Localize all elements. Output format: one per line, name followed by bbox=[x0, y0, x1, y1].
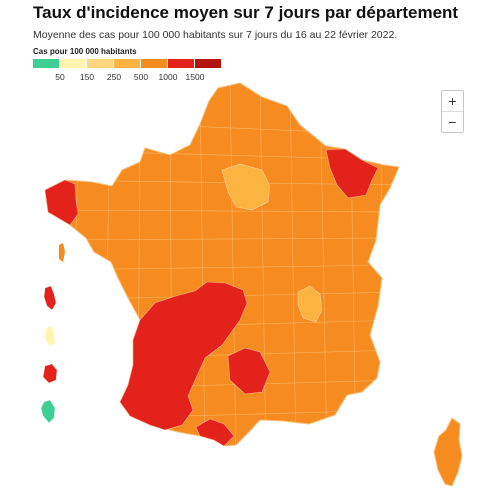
legend-swatch-4 bbox=[114, 59, 140, 68]
legend-swatch-5 bbox=[141, 59, 167, 68]
legend-swatch-2 bbox=[60, 59, 86, 68]
legend-tick-1500: 1500 bbox=[185, 72, 205, 82]
legend-title: Cas pour 100 000 habitants bbox=[33, 47, 137, 56]
legend-swatch-7 bbox=[195, 59, 221, 68]
legend-tick-50: 50 bbox=[55, 72, 65, 82]
inset-dom-2 bbox=[44, 325, 56, 347]
legend-color-scale bbox=[33, 59, 222, 68]
legend-swatch-6 bbox=[168, 59, 194, 68]
region-southwest-red bbox=[119, 281, 248, 431]
legend-ticks: 50 150 250 500 1000 1500 bbox=[33, 72, 233, 84]
zoom-out-button[interactable]: − bbox=[442, 111, 463, 132]
zoom-control: + − bbox=[441, 90, 464, 133]
inset-dom-4 bbox=[40, 399, 56, 424]
legend-tick-150: 150 bbox=[79, 72, 95, 82]
page-title: Taux d'incidence moyen sur 7 jours par d… bbox=[33, 3, 459, 22]
region-aveyron-red bbox=[227, 347, 271, 395]
region-finistere-red bbox=[44, 179, 79, 226]
legend-tick-1000: 1000 bbox=[158, 72, 178, 82]
legend-tick-250: 250 bbox=[106, 72, 122, 82]
legend-swatch-3 bbox=[87, 59, 113, 68]
legend-swatch-1 bbox=[33, 59, 59, 68]
corsica bbox=[433, 417, 463, 487]
inset-dom-1 bbox=[43, 285, 57, 311]
inset-dom-5 bbox=[59, 243, 65, 262]
region-pyrenees-red bbox=[195, 418, 235, 447]
legend-tick-500: 500 bbox=[133, 72, 149, 82]
zoom-in-button[interactable]: + bbox=[448, 93, 457, 109]
region-paris-light bbox=[221, 163, 271, 211]
region-northeast-red bbox=[325, 148, 379, 199]
mainland-france bbox=[44, 82, 400, 447]
region-burgundy-light bbox=[297, 285, 323, 323]
inset-dom-3 bbox=[42, 363, 58, 384]
page-subtitle: Moyenne des cas pour 100 000 habitants s… bbox=[33, 29, 398, 41]
